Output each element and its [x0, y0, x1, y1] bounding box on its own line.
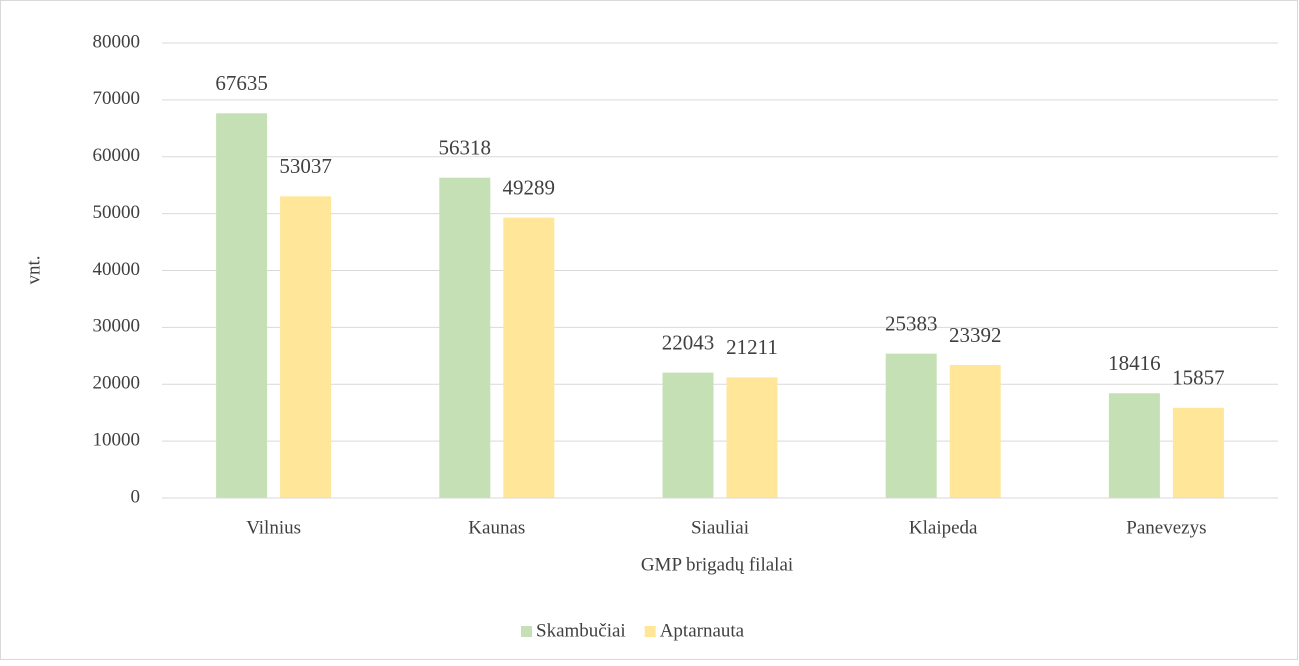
y-axis-title: vnt. [23, 255, 44, 284]
x-axis-title: GMP brigadų filalai [641, 554, 793, 575]
y-tick-label: 80000 [93, 31, 141, 52]
x-tick-label: Panevezys [1126, 517, 1206, 538]
legend-label: Aptarnauta [660, 620, 745, 641]
data-label: 18416 [1108, 351, 1161, 375]
bar [662, 372, 714, 498]
y-tick-label: 60000 [93, 145, 141, 166]
data-label: 53037 [279, 154, 332, 178]
y-tick-label: 10000 [93, 429, 141, 450]
bar [280, 196, 332, 499]
data-label: 21211 [726, 335, 778, 359]
data-label: 15857 [1172, 366, 1225, 390]
x-tick-label: Kaunas [468, 517, 525, 538]
data-label: 67635 [215, 71, 268, 95]
x-tick-label: Siauliai [691, 517, 749, 538]
data-label: 56318 [439, 136, 492, 160]
bar [1108, 393, 1160, 498]
bar [503, 217, 555, 498]
x-tick-label: Vilnius [246, 517, 301, 538]
data-label: 25383 [885, 311, 938, 335]
y-tick-label: 20000 [93, 373, 141, 394]
data-label: 23392 [949, 323, 1002, 347]
y-tick-label: 30000 [93, 316, 141, 337]
bar [439, 177, 491, 498]
y-tick-label: 0 [131, 486, 141, 507]
bar [216, 113, 268, 499]
x-tick-label: Klaipeda [909, 517, 978, 538]
bar [885, 353, 937, 498]
y-tick-label: 70000 [93, 88, 141, 109]
y-tick-label: 50000 [93, 202, 141, 223]
bar [949, 364, 1001, 498]
legend-swatch [644, 626, 656, 637]
y-tick-label: 40000 [93, 259, 141, 280]
data-label: 22043 [662, 330, 715, 354]
bar [726, 377, 778, 498]
legend-swatch [521, 626, 532, 637]
legend-label: Skambučiai [536, 620, 626, 641]
data-label: 49289 [503, 175, 556, 199]
bar [1172, 407, 1224, 498]
